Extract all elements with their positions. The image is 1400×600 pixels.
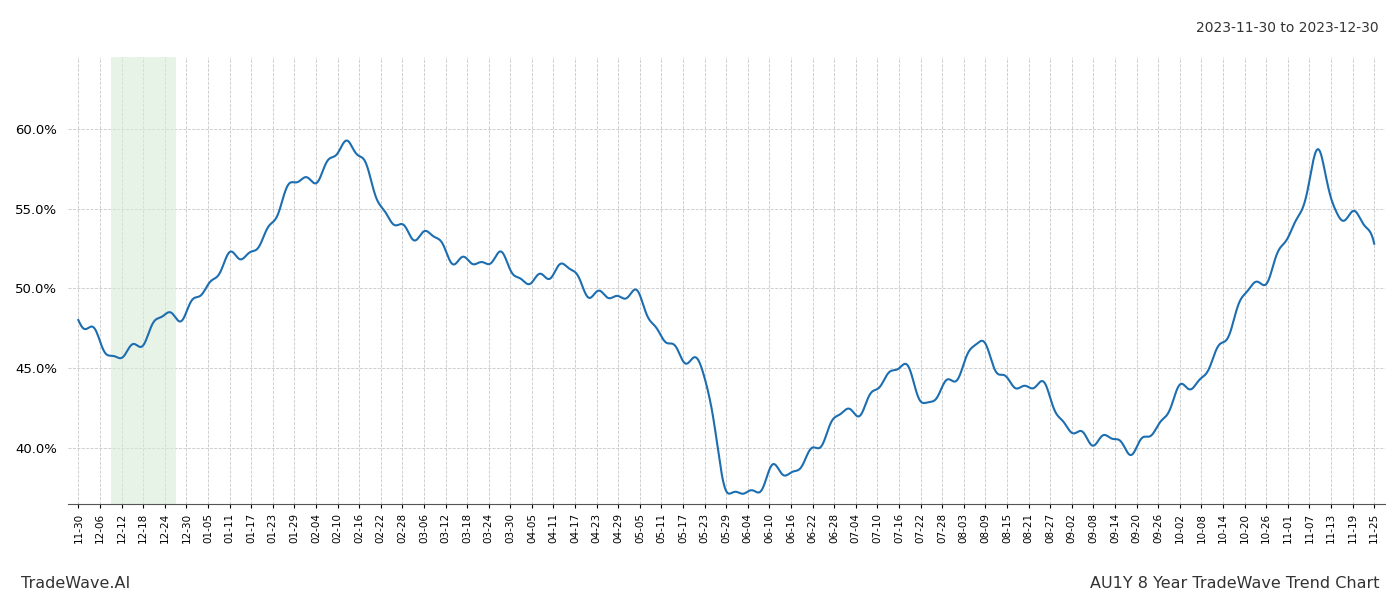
Text: AU1Y 8 Year TradeWave Trend Chart: AU1Y 8 Year TradeWave Trend Chart (1089, 576, 1379, 591)
Text: TradeWave.AI: TradeWave.AI (21, 576, 130, 591)
Bar (111, 57, 175, 504)
Text: 2023-11-30 to 2023-12-30: 2023-11-30 to 2023-12-30 (1197, 21, 1379, 35)
